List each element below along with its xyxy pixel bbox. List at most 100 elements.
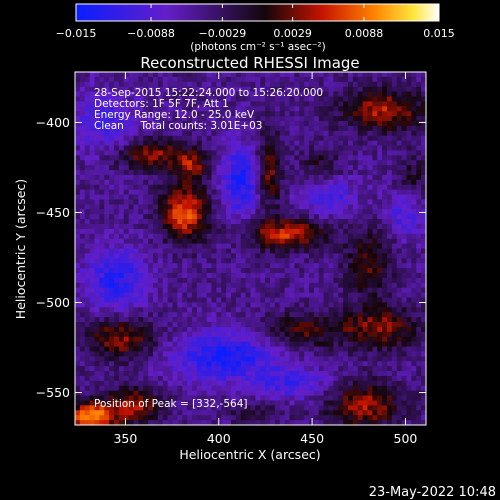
heatmap-cell xyxy=(172,174,178,181)
heatmap-cell xyxy=(133,76,139,83)
heatmap-cell xyxy=(192,366,198,372)
heatmap-cell xyxy=(274,145,281,151)
heatmap-cell xyxy=(270,76,276,83)
heatmap-cell xyxy=(260,125,266,132)
heatmap-cell xyxy=(250,292,256,298)
heatmap-cell xyxy=(309,214,315,220)
heatmap-cell xyxy=(304,145,310,151)
heatmap-cell xyxy=(167,223,173,230)
heatmap-cell xyxy=(362,282,368,289)
heatmap-cell xyxy=(192,189,198,195)
heatmap-cell xyxy=(148,258,154,264)
heatmap-cell xyxy=(182,170,188,176)
heatmap-cell xyxy=(192,199,198,205)
heatmap-cell xyxy=(84,179,90,186)
heatmap-cell xyxy=(89,400,95,406)
heatmap-cell xyxy=(187,72,193,78)
heatmap-cell xyxy=(348,375,354,382)
heatmap-cell xyxy=(235,322,242,328)
heatmap-cell xyxy=(138,322,144,328)
heatmap-cell xyxy=(377,307,383,313)
heatmap-cell xyxy=(416,238,422,244)
heatmap-cell xyxy=(343,331,349,338)
heatmap-cell xyxy=(391,219,398,225)
heatmap-cell xyxy=(133,160,139,166)
heatmap-cell xyxy=(94,130,100,137)
heatmap-cell xyxy=(114,322,120,328)
heatmap-cell xyxy=(421,371,427,377)
heatmap-cell xyxy=(348,258,354,264)
heatmap-cell xyxy=(294,238,300,244)
heatmap-cell xyxy=(211,390,217,396)
heatmap-cell xyxy=(357,150,363,156)
heatmap-cell xyxy=(338,86,344,92)
heatmap-cell xyxy=(114,390,120,396)
heatmap-cell xyxy=(309,86,315,92)
heatmap-cell xyxy=(211,366,217,372)
heatmap-cell xyxy=(75,243,81,249)
heatmap-cell xyxy=(328,179,334,186)
heatmap-cell xyxy=(406,101,412,107)
heatmap-cell xyxy=(421,243,427,249)
heatmap-cell xyxy=(79,184,86,191)
heatmap-cell xyxy=(343,165,349,171)
heatmap-cell xyxy=(89,253,95,259)
heatmap-cell xyxy=(250,165,256,171)
heatmap-cell xyxy=(128,214,134,220)
heatmap-cell xyxy=(94,199,100,205)
heatmap-cell xyxy=(284,214,290,220)
heatmap-cell xyxy=(245,233,251,240)
heatmap-cell xyxy=(270,287,276,293)
heatmap-cell xyxy=(333,282,339,289)
heatmap-cell xyxy=(416,312,422,318)
heatmap-cell xyxy=(333,204,339,210)
heatmap-cell xyxy=(167,385,173,392)
heatmap-cell xyxy=(343,287,349,293)
heatmap-cell xyxy=(328,395,334,401)
heatmap-cell xyxy=(123,228,129,235)
heatmap-cell xyxy=(196,405,203,411)
heatmap-cell xyxy=(352,307,359,313)
heatmap-cell xyxy=(157,390,164,396)
heatmap-cell xyxy=(270,184,276,191)
heatmap-cell xyxy=(250,312,256,318)
heatmap-cell xyxy=(299,199,305,205)
heatmap-cell xyxy=(206,263,212,269)
heatmap-cell xyxy=(84,121,90,127)
heatmap-cell xyxy=(196,140,203,146)
heatmap-cell xyxy=(299,86,305,92)
heatmap-cell xyxy=(216,184,222,191)
heatmap-cell xyxy=(216,287,222,293)
heatmap-cell xyxy=(401,317,407,323)
heatmap-cell xyxy=(406,277,412,284)
heatmap-cell xyxy=(226,405,232,411)
heatmap-cell xyxy=(192,111,198,117)
heatmap-cell xyxy=(406,243,412,249)
heatmap-cell xyxy=(274,287,281,293)
heatmap-cell xyxy=(157,140,164,146)
heatmap-cell xyxy=(294,312,300,318)
heatmap-cell xyxy=(255,130,261,137)
heatmap-cell xyxy=(343,81,349,88)
heatmap-cell xyxy=(206,145,212,151)
heatmap-cell xyxy=(109,238,115,244)
heatmap-cell xyxy=(396,287,402,293)
heatmap-cell xyxy=(323,395,329,401)
heatmap-cell xyxy=(94,380,100,387)
heatmap-cell xyxy=(187,86,193,92)
heatmap-cell xyxy=(274,165,281,171)
heatmap-cell xyxy=(89,405,95,411)
heatmap-cell xyxy=(313,297,320,303)
heatmap-cell xyxy=(304,371,310,377)
heatmap-cell xyxy=(211,184,217,191)
heatmap-cell xyxy=(182,96,188,102)
heatmap-cell xyxy=(309,140,315,146)
heatmap-cell xyxy=(123,268,129,274)
heatmap-cell xyxy=(109,326,115,333)
heatmap-cell xyxy=(79,135,86,141)
heatmap-cell xyxy=(279,361,285,367)
heatmap-cell xyxy=(299,106,305,112)
heatmap-cell xyxy=(270,72,276,78)
heatmap-cell xyxy=(94,140,100,146)
heatmap-cell xyxy=(123,326,129,333)
